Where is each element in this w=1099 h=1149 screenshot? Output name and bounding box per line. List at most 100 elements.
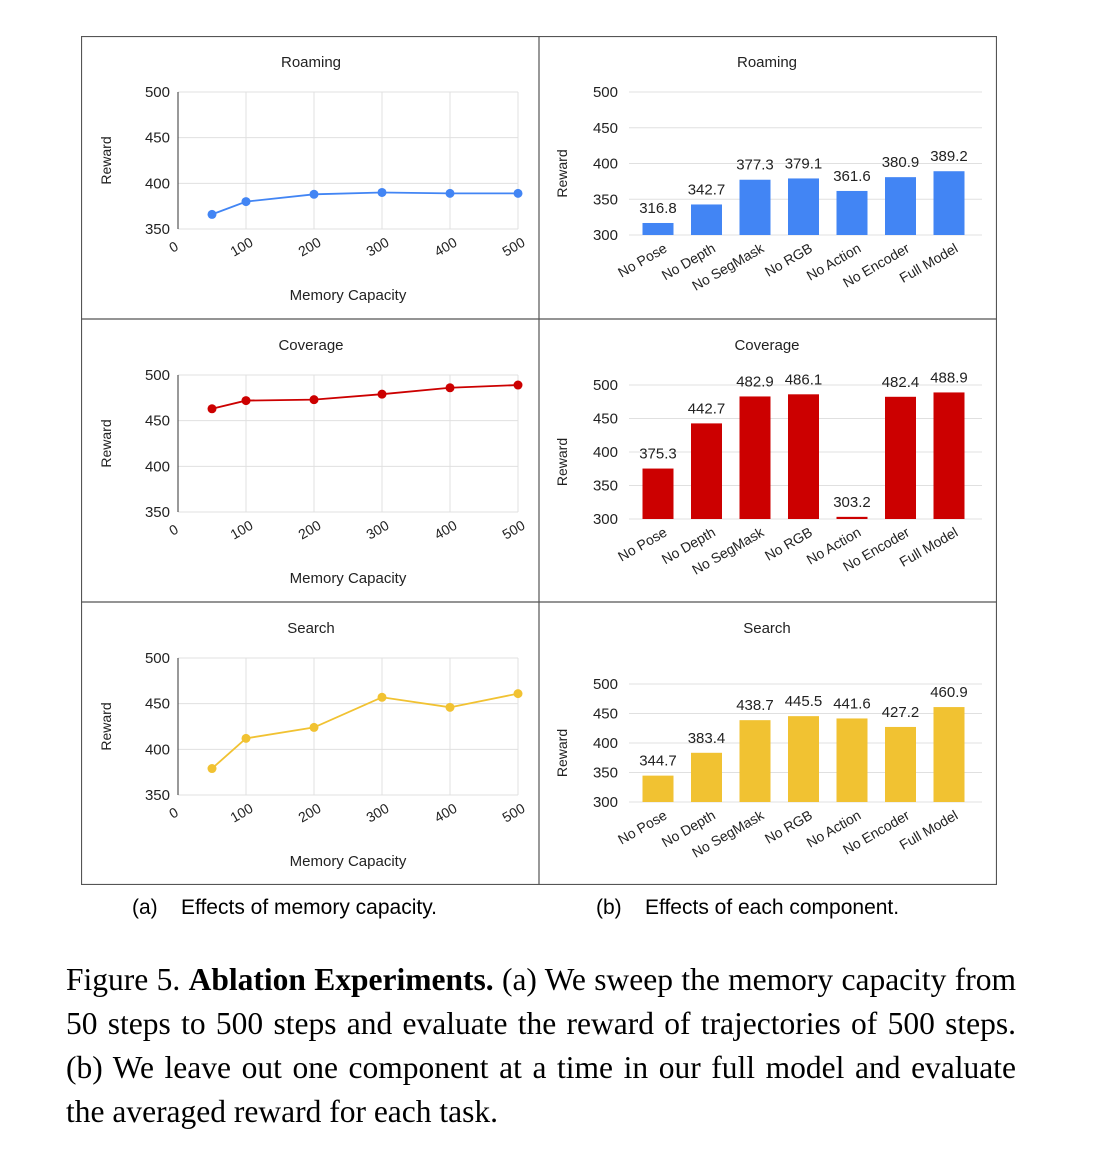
x-tick-label: 0 <box>166 521 181 539</box>
data-label: 377.3 <box>736 157 774 174</box>
y-tick-label: 500 <box>593 377 618 394</box>
y-tick-label: 300 <box>593 511 618 528</box>
data-label: 482.9 <box>736 373 774 390</box>
x-tick-label: 400 <box>431 234 459 260</box>
data-point <box>309 395 319 405</box>
x-tick-label: 100 <box>227 517 255 543</box>
data-point <box>309 722 319 732</box>
x-tick-label: 100 <box>227 800 255 826</box>
chart-title: Roaming <box>281 54 341 71</box>
y-axis-label: Reward <box>554 438 570 486</box>
data-point <box>377 692 387 702</box>
chart-title: Coverage <box>734 337 799 354</box>
chart-title: Coverage <box>278 337 343 354</box>
data-label: 375.3 <box>639 446 677 463</box>
y-tick-label: 450 <box>145 413 170 430</box>
x-tick-label: 500 <box>499 234 527 260</box>
chart-grid-svg: Roaming 350 400 450 500 0 100 200 300 400 500 Rewar… <box>81 36 997 885</box>
bar-coverage <box>836 516 868 519</box>
data-point <box>445 383 455 393</box>
data-point <box>513 188 523 198</box>
y-tick-label: 500 <box>145 367 170 384</box>
x-tick-label: 500 <box>499 517 527 543</box>
data-point <box>207 764 217 774</box>
y-axis-label: Reward <box>554 149 570 197</box>
data-label: 383.4 <box>688 730 726 747</box>
series-line-coverage <box>211 384 519 410</box>
data-point <box>513 689 523 699</box>
x-tick-label: 0 <box>166 238 181 256</box>
data-label: 482.4 <box>882 374 920 391</box>
data-point <box>241 733 251 743</box>
data-point <box>445 188 455 198</box>
y-tick-label: 300 <box>593 227 618 244</box>
y-tick-label: 350 <box>145 221 170 238</box>
data-label: 303.2 <box>833 494 871 511</box>
bar-coverage <box>642 468 674 519</box>
data-label: 344.7 <box>639 753 677 770</box>
figure-caption-title: Ablation Experiments. <box>188 962 494 997</box>
y-tick-label: 350 <box>145 787 170 804</box>
data-label: 445.5 <box>785 693 823 710</box>
series-line-roaming <box>211 191 518 216</box>
data-label: 486.1 <box>785 371 823 388</box>
x-tick-label: 200 <box>295 517 323 543</box>
y-tick-label: 400 <box>145 175 170 192</box>
x-tick-label: 300 <box>363 517 391 543</box>
x-axis-label: Memory Capacity <box>290 287 407 304</box>
bar-coverage <box>739 396 771 519</box>
data-point <box>241 396 251 406</box>
y-tick-label: 400 <box>145 741 170 758</box>
data-label: 389.2 <box>930 148 968 165</box>
chart-title: Search <box>743 620 791 637</box>
y-tick-label: 400 <box>145 458 170 475</box>
chart-title: Roaming <box>737 54 797 71</box>
figure-grid: Roaming 350 400 450 500 0 100 200 300 400 500 Rewar… <box>81 36 997 885</box>
bar-roaming <box>739 179 771 235</box>
data-point <box>377 389 387 399</box>
x-tick-label: 200 <box>295 234 323 260</box>
data-point <box>207 209 217 219</box>
x-tick-label: 100 <box>227 234 255 260</box>
data-label: 441.6 <box>833 695 871 712</box>
x-axis-label: Memory Capacity <box>290 853 407 870</box>
y-tick-label: 500 <box>145 84 170 101</box>
x-tick-label: 400 <box>431 517 459 543</box>
y-tick-label: 400 <box>593 735 618 752</box>
y-tick-label: 350 <box>593 765 618 782</box>
bar-coverage <box>788 394 819 519</box>
data-label: 442.7 <box>688 400 726 417</box>
bar-search <box>885 726 916 802</box>
bar-search <box>642 775 674 802</box>
y-tick-label: 450 <box>593 120 618 137</box>
subcaption-b: (b) Effects of each component. <box>596 896 900 919</box>
bar-roaming <box>788 178 819 235</box>
bar-search <box>788 716 819 802</box>
y-axis-label: Reward <box>98 136 114 184</box>
y-tick-label: 500 <box>145 650 170 667</box>
bar-coverage <box>933 392 965 519</box>
subcaption-a: (a) Effects of memory capacity. <box>132 896 437 919</box>
data-point <box>377 187 387 197</box>
data-label: 427.2 <box>882 704 920 721</box>
x-tick-label: 200 <box>295 800 323 826</box>
bar-coverage <box>885 396 916 519</box>
y-axis-label: Reward <box>98 702 114 750</box>
x-tick-label: 300 <box>363 234 391 260</box>
y-tick-label: 450 <box>145 696 170 713</box>
bar-roaming <box>691 204 722 235</box>
data-point <box>241 197 251 207</box>
data-label: 379.1 <box>785 155 823 172</box>
y-axis-label: Reward <box>98 419 114 467</box>
bar-coverage <box>691 423 722 519</box>
y-tick-label: 500 <box>593 84 618 101</box>
y-tick-label: 350 <box>145 504 170 521</box>
data-point <box>513 380 523 390</box>
y-axis-label: Reward <box>554 729 570 777</box>
bar-roaming <box>642 222 674 235</box>
data-point <box>309 189 319 199</box>
y-tick-label: 450 <box>145 130 170 147</box>
data-label: 460.9 <box>930 684 968 701</box>
data-label: 438.7 <box>736 697 774 714</box>
figure-caption-text: (a) We sweep the memory ca­pacity from 5… <box>66 962 1017 1129</box>
